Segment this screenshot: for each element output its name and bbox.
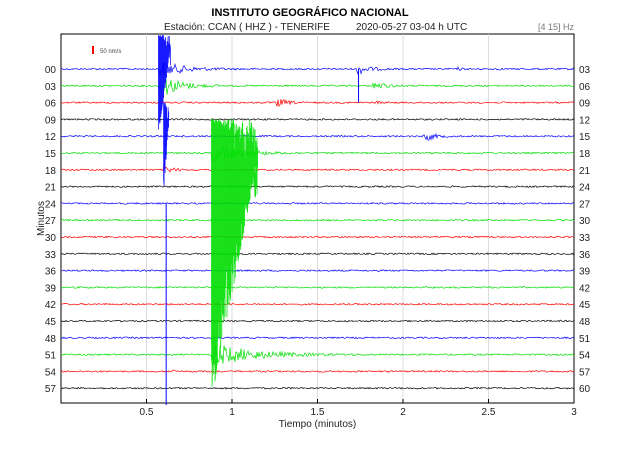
x-tick-label: 1.5 bbox=[311, 407, 325, 418]
trace-label-left: 45 bbox=[45, 317, 57, 328]
x-tick-label: 2 bbox=[400, 407, 406, 418]
saturated-band bbox=[163, 102, 170, 186]
trace-label-left: 06 bbox=[45, 99, 57, 110]
trace-label-right: 12 bbox=[579, 115, 591, 126]
scale-bar-marker bbox=[92, 46, 94, 54]
trace-line bbox=[60, 269, 575, 272]
trace-label-right: 09 bbox=[579, 99, 591, 110]
trace-label-right: 30 bbox=[579, 216, 591, 227]
trace-label-right: 21 bbox=[579, 166, 591, 177]
trace-label-right: 54 bbox=[579, 351, 591, 362]
trace-label-left: 36 bbox=[45, 267, 57, 278]
trace-line bbox=[60, 319, 575, 323]
trace-label-right: 18 bbox=[579, 149, 591, 160]
trace-label-left: 39 bbox=[45, 283, 57, 294]
trace-label-right: 36 bbox=[579, 250, 591, 261]
trace-label-left: 30 bbox=[45, 233, 57, 244]
chart-title: INSTITUTO GEOGRÁFICO NACIONAL bbox=[211, 6, 408, 19]
trace-label-left: 51 bbox=[45, 351, 57, 362]
trace-label-right: 33 bbox=[579, 233, 591, 244]
trace-line bbox=[60, 118, 575, 121]
trace-label-right: 51 bbox=[579, 334, 591, 345]
saturated-band bbox=[158, 35, 171, 130]
trace-line bbox=[60, 218, 575, 222]
trace-label-left: 00 bbox=[45, 65, 57, 76]
trace-line bbox=[60, 202, 575, 205]
trace-line bbox=[60, 386, 575, 390]
trace-label-left: 03 bbox=[45, 82, 57, 93]
trace-label-left: 09 bbox=[45, 115, 57, 126]
x-tick-label: 1 bbox=[229, 407, 235, 418]
trace-label-right: 24 bbox=[579, 183, 591, 194]
trace-line bbox=[60, 62, 575, 76]
trace-label-right: 57 bbox=[579, 367, 591, 378]
trace-label-left: 33 bbox=[45, 250, 57, 261]
trace-label-right: 03 bbox=[579, 65, 591, 76]
x-axis-label: Tiempo (minutos) bbox=[279, 419, 356, 430]
trace-line bbox=[60, 99, 575, 108]
trace-label-left: 12 bbox=[45, 132, 57, 143]
trace-label-right: 06 bbox=[579, 82, 591, 93]
trace-label-right: 15 bbox=[579, 132, 591, 143]
y-axis-label: Minutos bbox=[36, 201, 47, 236]
trace-line bbox=[60, 132, 575, 141]
trace-line bbox=[60, 302, 575, 306]
trace-line bbox=[60, 235, 575, 239]
trace-label-right: 60 bbox=[579, 384, 591, 395]
trace-label-left: 21 bbox=[45, 183, 57, 194]
trace-label-right: 48 bbox=[579, 317, 591, 328]
x-tick-label: 3 bbox=[571, 407, 577, 418]
trace-label-left: 54 bbox=[45, 367, 57, 378]
trace-label-left: 27 bbox=[45, 216, 57, 227]
trace-line bbox=[60, 345, 575, 366]
trace-line bbox=[60, 252, 575, 256]
x-tick-label: 0.5 bbox=[140, 407, 154, 418]
date-label: 2020-05-27 03-04 h UTC bbox=[356, 22, 467, 33]
scale-bar-label: 50 nm/s bbox=[100, 49, 121, 55]
station-label: Estación: CCAN ( HHZ ) - TENERIFE bbox=[164, 22, 330, 33]
trace-label-right: 42 bbox=[579, 283, 591, 294]
trace-label-left: 42 bbox=[45, 300, 57, 311]
trace-label-right: 45 bbox=[579, 300, 591, 311]
trace-label-right: 27 bbox=[579, 199, 591, 210]
trace-label-right: 39 bbox=[579, 267, 591, 278]
trace-label-left: 18 bbox=[45, 166, 57, 177]
trace-line bbox=[60, 286, 574, 289]
trace-label-left: 24 bbox=[45, 199, 57, 210]
trace-line bbox=[60, 79, 575, 96]
saturated-band bbox=[211, 119, 258, 387]
trace-line bbox=[60, 146, 575, 162]
trace-label-left: 48 bbox=[45, 334, 57, 345]
trace-line bbox=[60, 185, 575, 188]
trace-line bbox=[60, 369, 575, 373]
x-tick-label: 2.5 bbox=[482, 407, 496, 418]
trace-line bbox=[60, 336, 575, 340]
filter-label: [4 15] Hz bbox=[538, 22, 575, 32]
trace-line bbox=[60, 164, 575, 173]
trace-label-left: 57 bbox=[45, 384, 57, 395]
trace-label-left: 15 bbox=[45, 149, 57, 160]
